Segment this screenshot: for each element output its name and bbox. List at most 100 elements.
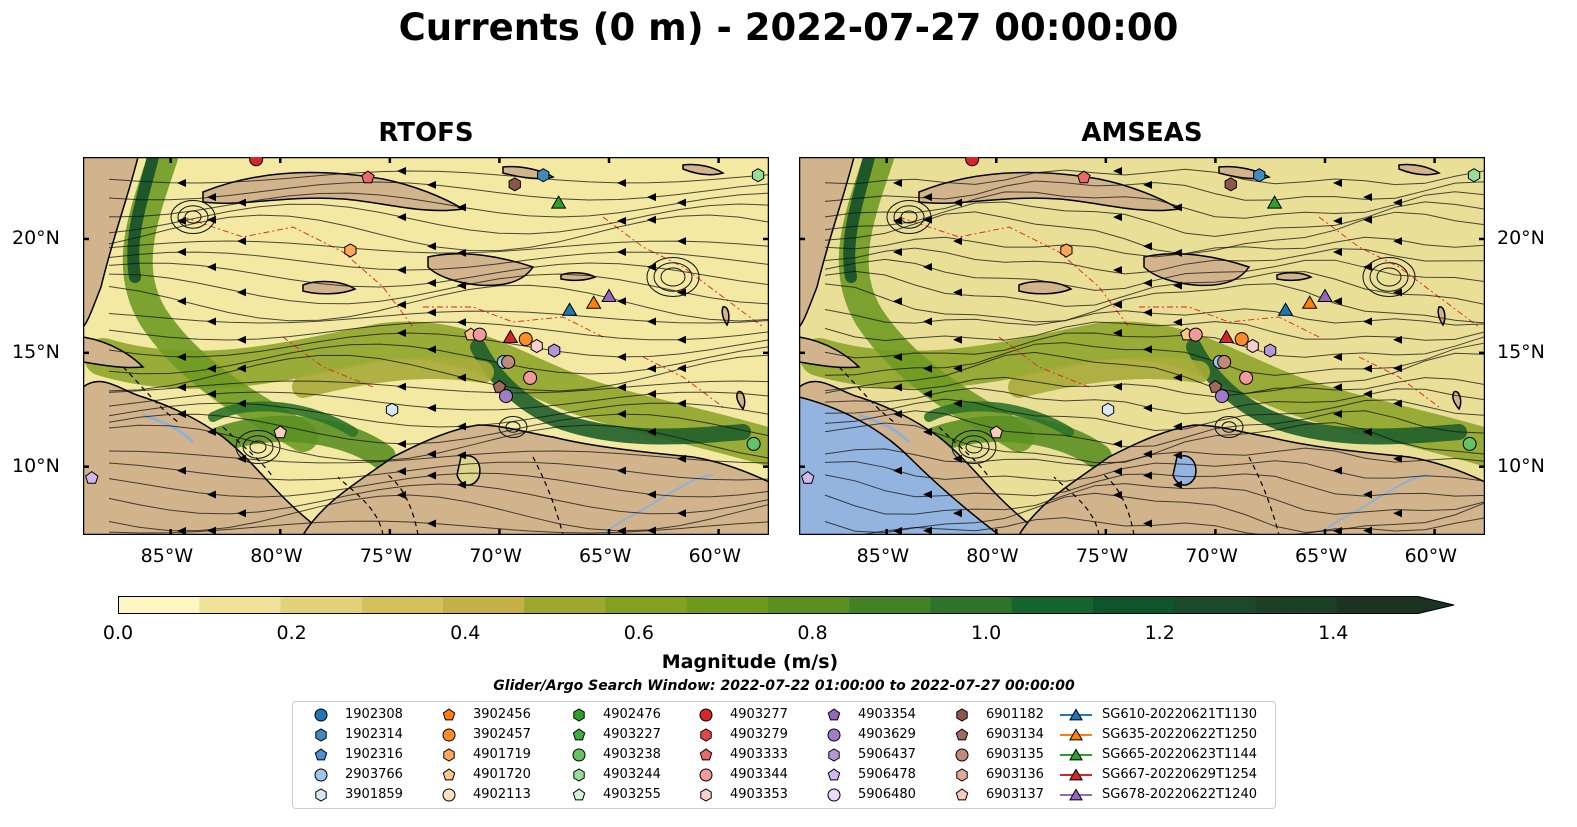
legend-marker[interactable]: [956, 768, 968, 782]
platform-marker-4903353[interactable]: [530, 338, 543, 354]
flow-arrow: [953, 454, 962, 463]
platform-marker-6901182[interactable]: [508, 177, 521, 192]
platform-marker-SG665-20220623T1144[interactable]: [1266, 195, 1283, 209]
legend-marker[interactable]: [1069, 748, 1083, 761]
legend-marker[interactable]: [315, 728, 327, 742]
platform-marker-6903137[interactable]: [989, 425, 1003, 439]
legend-marker[interactable]: [700, 728, 712, 742]
legend-marker[interactable]: [1069, 788, 1083, 801]
flow-arrow: [1143, 345, 1152, 354]
platform-marker-6903135[interactable]: [1217, 354, 1232, 369]
legend-marker[interactable]: [314, 708, 328, 722]
flow-arrow: [923, 263, 932, 272]
platform-marker-4903629[interactable]: [498, 389, 513, 404]
legend-marker[interactable]: [1069, 768, 1083, 781]
platform-marker-4903238[interactable]: [746, 436, 761, 451]
platform-marker-4903344[interactable]: [472, 327, 487, 342]
legend-marker[interactable]: [827, 788, 841, 802]
platform-marker-5906478[interactable]: [85, 470, 99, 484]
legend-marker-icon: [1060, 708, 1092, 721]
platform-marker-1902314[interactable]: [1253, 168, 1266, 183]
legend-marker[interactable]: [699, 768, 713, 782]
platform-marker-4903277[interactable]: [965, 157, 980, 167]
legend-marker[interactable]: [699, 708, 713, 722]
legend-marker[interactable]: [955, 728, 969, 741]
flow-arrow: [1173, 318, 1182, 327]
country-border: [1053, 476, 1100, 535]
legend-marker[interactable]: [827, 728, 841, 742]
legend-label: SG678-20220622T1240: [1102, 787, 1258, 802]
eez-boundary: [602, 216, 764, 328]
platform-marker-6903134[interactable]: [1208, 379, 1223, 393]
platform-marker-6903135[interactable]: [501, 354, 516, 369]
legend-marker[interactable]: [443, 748, 455, 762]
platform-marker-6903134[interactable]: [492, 379, 507, 393]
platform-marker-3901859[interactable]: [1101, 402, 1115, 417]
platform-marker-5906437[interactable]: [548, 343, 561, 358]
eddy: [170, 200, 216, 234]
platform-marker-4903333[interactable]: [361, 170, 375, 184]
platform-marker-4903277[interactable]: [249, 157, 264, 167]
legend-marker[interactable]: [1069, 708, 1083, 721]
platform-marker-SG665-20220623T1144[interactable]: [550, 195, 567, 209]
legend-marker-icon: [955, 728, 969, 741]
platform-marker-SG610-20220621T1130[interactable]: [1277, 302, 1294, 316]
platform-marker-SG635-20220622T1250[interactable]: [1301, 295, 1318, 309]
legend-marker[interactable]: [828, 748, 840, 762]
streamline: [824, 410, 1485, 448]
platform-marker-5906437[interactable]: [1264, 343, 1277, 358]
legend-marker[interactable]: [442, 728, 456, 742]
platform-marker-SG635-20220622T1250[interactable]: [585, 295, 602, 309]
platform-marker-SG667-20220629T1254[interactable]: [1218, 329, 1235, 343]
platform-marker-SG610-20220621T1130[interactable]: [561, 302, 578, 316]
platform-marker-SG667-20220629T1254[interactable]: [502, 329, 519, 343]
platform-marker-4903344[interactable]: [1188, 327, 1203, 342]
legend-marker[interactable]: [1069, 728, 1083, 741]
streamline: [108, 391, 769, 411]
legend-marker[interactable]: [956, 708, 968, 722]
platform-marker-6901182[interactable]: [1224, 177, 1237, 192]
platform-marker-SG678-20220622T1240[interactable]: [601, 288, 617, 302]
legend-marker[interactable]: [314, 768, 328, 782]
map-panel-rtofs[interactable]: [83, 157, 769, 535]
platform-marker-3901859[interactable]: [385, 402, 399, 417]
platform-marker-6903137[interactable]: [273, 425, 287, 439]
legend-marker[interactable]: [827, 768, 841, 781]
platform-marker-3902457[interactable]: [1234, 332, 1249, 347]
map-panel-amseas[interactable]: [799, 157, 1485, 535]
legend-marker[interactable]: [315, 788, 327, 802]
platform-marker-4903353[interactable]: [1246, 338, 1259, 354]
legend-marker[interactable]: [827, 708, 841, 721]
legend-marker[interactable]: [572, 748, 586, 762]
legend-marker[interactable]: [572, 788, 586, 801]
legend-marker[interactable]: [442, 788, 456, 802]
platform-marker-1902314[interactable]: [537, 168, 550, 183]
page-title: Currents (0 m) - 2022-07-27 00:00:00: [398, 6, 1179, 49]
platform-marker-3902457[interactable]: [518, 332, 533, 347]
platform-marker-4901719[interactable]: [344, 243, 357, 258]
flow-arrow: [457, 373, 466, 382]
legend-marker[interactable]: [314, 748, 328, 761]
platform-marker-4903238[interactable]: [1462, 436, 1477, 451]
legend-marker[interactable]: [572, 728, 586, 741]
platform-marker-4903629[interactable]: [1214, 389, 1229, 404]
flow-arrow: [893, 297, 902, 306]
platform-marker-4903244[interactable]: [751, 168, 765, 183]
flow-arrow: [397, 213, 406, 222]
legend-marker[interactable]: [699, 748, 713, 761]
platform-marker-4903244[interactable]: [1467, 168, 1481, 183]
platform-marker-4903344b[interactable]: [1239, 370, 1254, 385]
platform-marker-4903344b[interactable]: [523, 370, 538, 385]
legend-marker[interactable]: [442, 708, 456, 721]
legend-marker[interactable]: [700, 788, 712, 802]
platform-marker-SG678-20220622T1240[interactable]: [1317, 288, 1333, 302]
legend-marker[interactable]: [573, 708, 585, 722]
legend-marker[interactable]: [955, 748, 969, 762]
platform-marker-4901719[interactable]: [1060, 243, 1073, 258]
legend-label: 4903629: [858, 727, 916, 742]
legend-marker[interactable]: [955, 788, 969, 801]
platform-marker-5906478[interactable]: [801, 470, 815, 484]
legend-marker[interactable]: [442, 768, 456, 781]
legend-marker[interactable]: [573, 768, 585, 782]
platform-marker-4903333[interactable]: [1077, 170, 1091, 184]
